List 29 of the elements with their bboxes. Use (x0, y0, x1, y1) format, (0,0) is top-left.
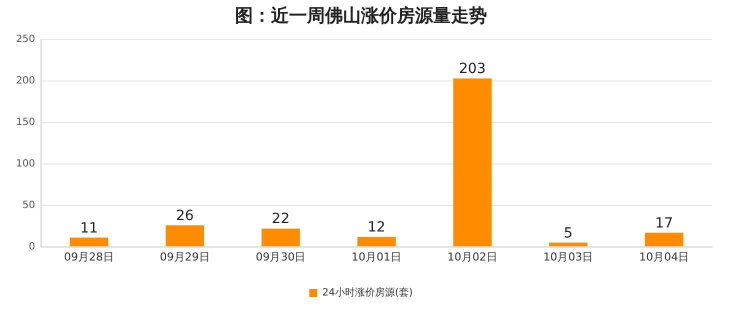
data-label: 26 (176, 208, 194, 224)
x-tick-label: 10月04日 (639, 250, 690, 264)
bar (166, 225, 204, 246)
bar (70, 238, 108, 246)
y-tick-label: 0 (28, 241, 36, 252)
bar (262, 228, 300, 246)
data-label: 11 (80, 220, 98, 236)
bar (644, 232, 684, 246)
y-tick-label: 100 (16, 158, 36, 170)
legend-label: 24小时涨价房源(套) (322, 286, 413, 299)
bar (357, 236, 396, 246)
data-label: 17 (655, 215, 673, 232)
bar (549, 242, 588, 246)
data-label: 12 (368, 219, 386, 236)
data-label: 22 (272, 211, 290, 228)
data-label: 5 (564, 225, 573, 242)
chart-title: 图：近一周佛山涨价房源量走势 (235, 5, 487, 26)
y-tick-label: 200 (16, 76, 36, 87)
x-tick-label: 10月03日 (543, 250, 594, 264)
x-tick-label: 10月01日 (352, 250, 402, 264)
x-tick-label: 09月30日 (256, 250, 306, 264)
y-tick-label: 150 (16, 117, 36, 128)
x-tick-label: 09月29日 (160, 250, 210, 264)
bar (453, 78, 492, 246)
y-tick-label: 250 (16, 34, 36, 46)
x-tick-label: 10月02日 (447, 250, 498, 264)
x-tick-label: 09月28日 (64, 250, 114, 264)
y-tick-label: 50 (22, 200, 36, 211)
data-label: 203 (459, 61, 486, 78)
